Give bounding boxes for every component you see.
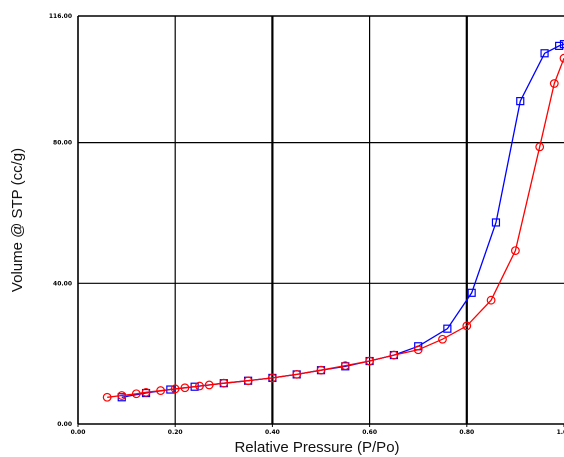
data-point <box>555 41 564 50</box>
x-axis-title: Relative Pressure (P/Po) <box>234 439 399 456</box>
data-point <box>516 97 525 106</box>
data-point <box>131 389 141 399</box>
x-tick-label: 0.20 <box>168 429 183 436</box>
x-tick-label: 0.80 <box>459 429 474 436</box>
y-tick-label: 80.00 <box>53 140 72 147</box>
tick-labels: 0.00 0.20 0.40 0.60 0.80 1.00 0.00 40.00 80.00 11… <box>49 13 564 436</box>
data-point <box>340 361 350 371</box>
y-axis-title: Volume @ STP (cc/g) <box>9 148 26 292</box>
data-point <box>486 295 496 305</box>
axes <box>77 15 564 427</box>
data-point <box>243 376 253 386</box>
data-point <box>413 345 423 355</box>
data-point <box>438 334 447 344</box>
series-layer <box>102 40 564 402</box>
data-point <box>511 246 520 256</box>
data-point <box>549 79 559 88</box>
data-point <box>462 321 472 331</box>
data-point <box>170 384 180 394</box>
data-point <box>117 391 127 400</box>
data-point <box>141 387 151 397</box>
data-point <box>389 350 399 360</box>
x-tick-label: 0.00 <box>71 429 86 436</box>
series-line <box>107 57 564 398</box>
data-point <box>535 142 545 152</box>
data-point <box>559 40 564 49</box>
plot-background <box>78 16 564 424</box>
data-point <box>491 218 501 227</box>
data-point <box>102 392 112 402</box>
data-point <box>268 373 277 383</box>
data-point <box>204 380 214 390</box>
data-point <box>559 53 564 63</box>
y-tick-label: 0.00 <box>57 421 72 428</box>
data-point <box>443 324 452 333</box>
y-tick-label: 40.00 <box>53 280 72 287</box>
series-2 <box>102 53 564 402</box>
x-tick-label: 0.40 <box>265 429 280 436</box>
data-point <box>540 49 549 58</box>
data-point <box>316 365 326 375</box>
data-point <box>467 288 476 297</box>
grid <box>78 16 564 424</box>
data-point <box>219 378 229 388</box>
data-point <box>365 356 375 366</box>
y-tick-label: 116.00 <box>49 13 72 20</box>
data-point <box>180 383 190 393</box>
x-tick-label: 1.00 <box>557 429 564 436</box>
data-point <box>292 370 302 379</box>
data-point <box>156 386 166 395</box>
x-tick-label: 0.60 <box>362 429 377 436</box>
data-point <box>195 381 204 391</box>
